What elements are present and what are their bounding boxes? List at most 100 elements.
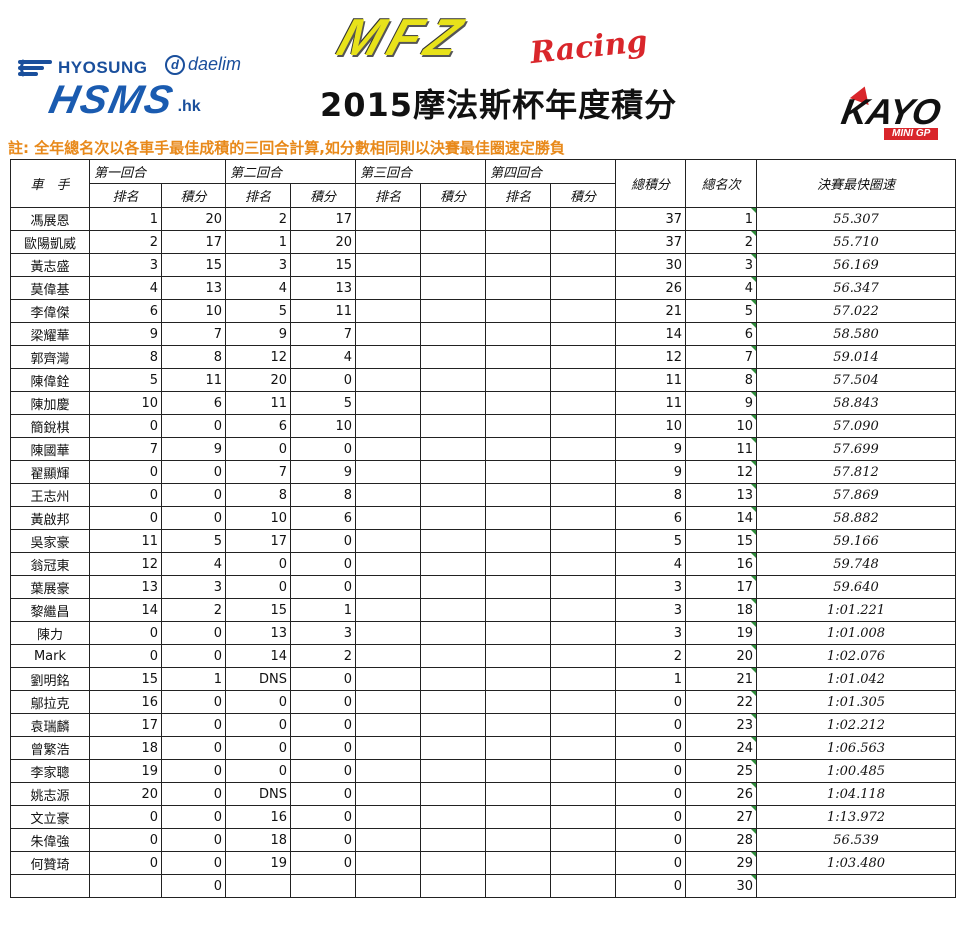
rider-name-cell: 翁冠東 bbox=[10, 552, 90, 576]
r1-points-cell: 0 bbox=[161, 782, 226, 806]
r3-points-cell bbox=[420, 575, 486, 599]
r4-points-cell bbox=[550, 575, 616, 599]
overall-rank-cell: 9 bbox=[685, 391, 757, 415]
r2-points-cell: 0 bbox=[290, 667, 356, 691]
overall-rank-cell: 20 bbox=[685, 644, 757, 668]
table-row: Mark 0 0 14 2 2 20 1:02.076 bbox=[10, 644, 956, 668]
rider-name-cell: 朱偉強 bbox=[10, 828, 90, 852]
r4-points-cell bbox=[550, 851, 616, 875]
overall-rank-cell: 23 bbox=[685, 713, 757, 737]
r2-rank-cell: 9 bbox=[225, 322, 291, 346]
r4-points-cell bbox=[550, 483, 616, 507]
r4-points-cell bbox=[550, 391, 616, 415]
r4-rank-cell bbox=[485, 805, 551, 829]
best-lap-cell: 56.169 bbox=[756, 253, 956, 277]
r2-points-cell: 6 bbox=[290, 506, 356, 530]
r2-points-cell: 10 bbox=[290, 414, 356, 438]
best-lap-cell: 57.699 bbox=[756, 437, 956, 461]
rider-name-cell: 王志州 bbox=[10, 483, 90, 507]
table-row: 朱偉強 0 0 18 0 0 28 56.539 bbox=[10, 828, 956, 852]
r2-rank-cell: 19 bbox=[225, 851, 291, 875]
r2-points-cell: 0 bbox=[290, 575, 356, 599]
r4-points-cell bbox=[550, 690, 616, 714]
table-row: 0 0 30 bbox=[10, 874, 956, 898]
table-row: 簡銳棋 0 0 6 10 10 10 57.090 bbox=[10, 414, 956, 438]
col-r3-points: 積分 bbox=[420, 183, 486, 208]
r3-points-cell bbox=[420, 621, 486, 645]
r2-points-cell: 17 bbox=[290, 207, 356, 231]
r2-points-cell: 9 bbox=[290, 460, 356, 484]
overall-rank-cell: 30 bbox=[685, 874, 757, 898]
r4-rank-cell bbox=[485, 736, 551, 760]
r4-rank-cell bbox=[485, 690, 551, 714]
rider-name-cell: 陳偉銓 bbox=[10, 368, 90, 392]
table-row: 鄔拉克 16 0 0 0 0 22 1:01.305 bbox=[10, 690, 956, 714]
r3-points-cell bbox=[420, 437, 486, 461]
r1-points-cell: 0 bbox=[161, 690, 226, 714]
mfz-racing-text: Racing bbox=[528, 23, 650, 72]
r1-points-cell: 10 bbox=[161, 299, 226, 323]
r1-points-cell: 0 bbox=[161, 483, 226, 507]
r3-points-cell bbox=[420, 874, 486, 898]
r4-rank-cell bbox=[485, 207, 551, 231]
r1-rank-cell: 7 bbox=[89, 437, 162, 461]
col-total-points: 總積分 bbox=[615, 159, 686, 208]
r3-points-cell bbox=[420, 690, 486, 714]
r1-points-cell: 20 bbox=[161, 207, 226, 231]
rider-name-cell: 陳力 bbox=[10, 621, 90, 645]
overall-rank-cell: 28 bbox=[685, 828, 757, 852]
r4-points-cell bbox=[550, 345, 616, 369]
table-row: 莫偉基 4 13 4 13 26 4 56.347 bbox=[10, 276, 956, 300]
total-points-cell: 37 bbox=[615, 207, 686, 231]
r4-points-cell bbox=[550, 529, 616, 553]
r1-rank-cell: 4 bbox=[89, 276, 162, 300]
r3-rank-cell bbox=[355, 851, 421, 875]
table-row: 曾繁浩 18 0 0 0 0 24 1:06.563 bbox=[10, 736, 956, 760]
r3-rank-cell bbox=[355, 322, 421, 346]
r2-points-cell: 20 bbox=[290, 230, 356, 254]
r1-rank-cell: 0 bbox=[89, 506, 162, 530]
total-points-cell: 10 bbox=[615, 414, 686, 438]
r1-points-cell: 17 bbox=[161, 230, 226, 254]
r1-rank-cell: 12 bbox=[89, 552, 162, 576]
overall-rank-cell: 8 bbox=[685, 368, 757, 392]
r4-rank-cell bbox=[485, 414, 551, 438]
best-lap-cell: 1:01.008 bbox=[756, 621, 956, 645]
best-lap-cell: 56.347 bbox=[756, 276, 956, 300]
r4-rank-cell bbox=[485, 759, 551, 783]
table-row: 陳國華 7 9 0 0 9 11 57.699 bbox=[10, 437, 956, 461]
best-lap-cell: 1:01.042 bbox=[756, 667, 956, 691]
col-round3: 第三回合 bbox=[355, 159, 486, 184]
daelim-mark-icon: d bbox=[165, 54, 185, 75]
rider-name-cell: 袁瑞麟 bbox=[10, 713, 90, 737]
r1-points-cell: 11 bbox=[161, 368, 226, 392]
r3-rank-cell bbox=[355, 483, 421, 507]
r1-points-cell: 0 bbox=[161, 759, 226, 783]
r2-rank-cell: 16 bbox=[225, 805, 291, 829]
r2-rank-cell: 15 bbox=[225, 598, 291, 622]
best-lap-cell: 57.812 bbox=[756, 460, 956, 484]
total-points-cell: 14 bbox=[615, 322, 686, 346]
r1-points-cell: 1 bbox=[161, 667, 226, 691]
r2-rank-cell: 6 bbox=[225, 414, 291, 438]
r1-rank-cell: 0 bbox=[89, 828, 162, 852]
r1-rank-cell: 18 bbox=[89, 736, 162, 760]
r3-rank-cell bbox=[355, 644, 421, 668]
rider-name-cell: 李偉傑 bbox=[10, 299, 90, 323]
col-r2-rank: 排名 bbox=[225, 183, 291, 208]
r2-points-cell: 7 bbox=[290, 322, 356, 346]
best-lap-cell: 59.640 bbox=[756, 575, 956, 599]
total-points-cell: 0 bbox=[615, 782, 686, 806]
r1-points-cell: 0 bbox=[161, 828, 226, 852]
r4-rank-cell bbox=[485, 621, 551, 645]
total-points-cell: 6 bbox=[615, 506, 686, 530]
best-lap-cell: 57.090 bbox=[756, 414, 956, 438]
r4-rank-cell bbox=[485, 483, 551, 507]
r2-points-cell: 11 bbox=[290, 299, 356, 323]
r4-points-cell bbox=[550, 736, 616, 760]
r1-points-cell: 0 bbox=[161, 805, 226, 829]
rider-name-cell: 何贊琦 bbox=[10, 851, 90, 875]
page-title: 2015摩法斯杯年度積分 bbox=[320, 86, 678, 124]
r3-points-cell bbox=[420, 483, 486, 507]
total-points-cell: 1 bbox=[615, 667, 686, 691]
